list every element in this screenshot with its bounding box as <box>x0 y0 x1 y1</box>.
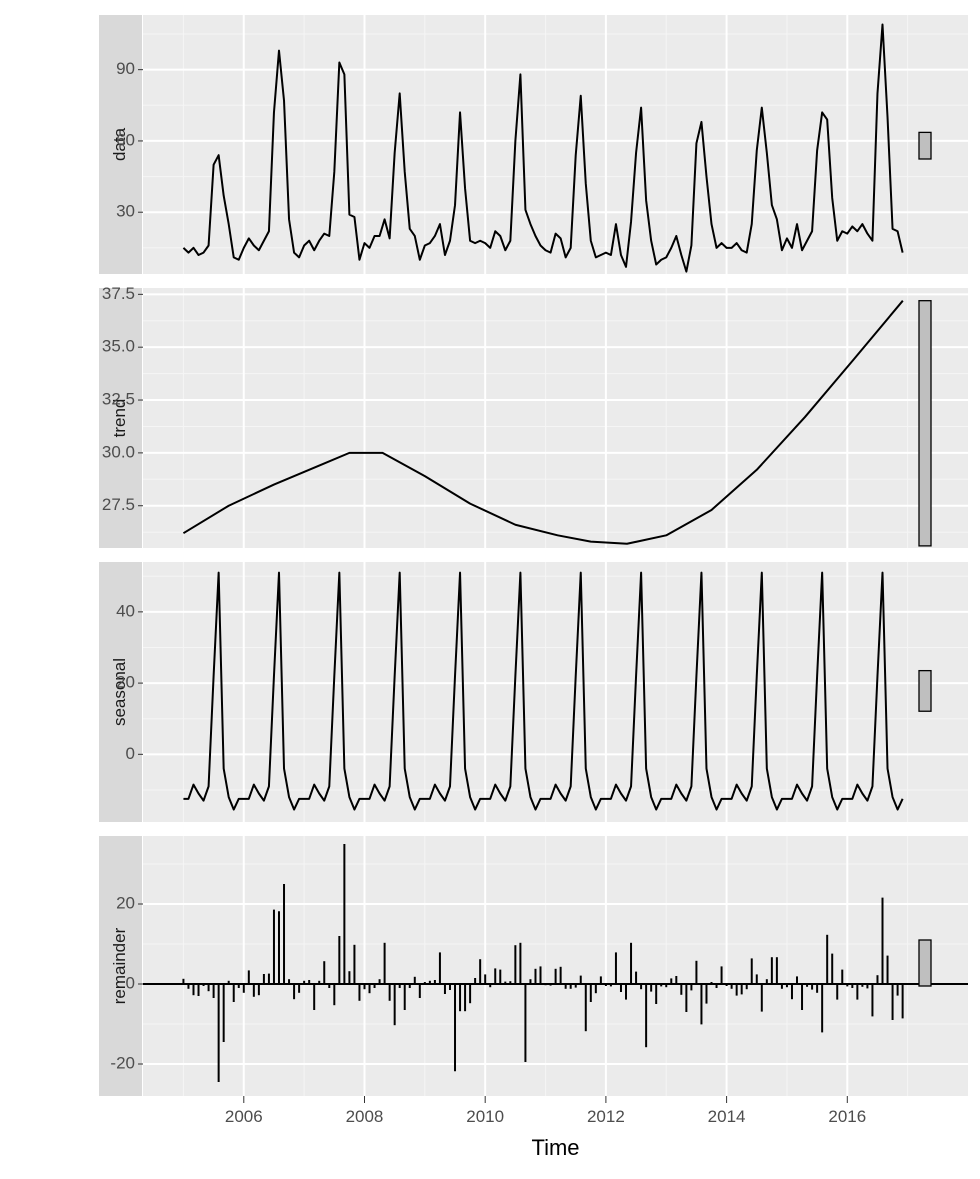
strip-label-trend: trend <box>110 399 129 438</box>
strip-data <box>99 15 142 274</box>
x-tick-label: 2006 <box>225 1107 263 1126</box>
y-tick-label-remainder: 0 <box>126 973 135 992</box>
y-tick-label-data: 30 <box>116 202 135 221</box>
range-bar-data <box>918 131 932 160</box>
y-tick-label-seasonal: 20 <box>116 673 135 692</box>
x-tick-label: 2010 <box>466 1107 504 1126</box>
y-tick-label-seasonal: 0 <box>126 744 135 763</box>
panel-background-trend <box>143 288 968 548</box>
strip-trend <box>99 288 142 548</box>
series-line-trend <box>182 300 904 545</box>
x-axis-title: Time <box>531 1135 579 1160</box>
strip-remainder <box>99 836 142 1096</box>
y-tick-label-remainder: 20 <box>116 893 135 912</box>
y-tick-label-remainder: -20 <box>110 1053 135 1072</box>
x-tick-label: 2012 <box>587 1107 625 1126</box>
panel-background-seasonal <box>143 562 968 822</box>
x-tick-label: 2014 <box>708 1107 746 1126</box>
strip-label-remainder: remainder <box>110 927 129 1004</box>
y-tick-label-trend: 27.5 <box>102 495 135 514</box>
y-tick-label-data: 60 <box>116 130 135 149</box>
y-tick-label-trend: 35.0 <box>102 337 135 356</box>
x-tick-label: 2008 <box>346 1107 384 1126</box>
y-tick-label-data: 90 <box>116 59 135 78</box>
strip-label-seasonal: seasonal <box>110 658 129 726</box>
y-tick-label-seasonal: 40 <box>116 601 135 620</box>
panel-background-remainder <box>143 836 968 1096</box>
y-tick-label-trend: 37.5 <box>102 284 135 303</box>
range-bar-remainder <box>918 939 932 987</box>
range-bar-trend <box>918 300 932 547</box>
series-line-data <box>182 23 904 273</box>
x-tick-label: 2016 <box>828 1107 866 1126</box>
strip-seasonal <box>99 562 142 822</box>
series-line-seasonal <box>183 571 904 811</box>
range-bar-seasonal <box>918 669 932 712</box>
y-tick-label-trend: 32.5 <box>102 390 135 409</box>
y-tick-label-trend: 30.0 <box>102 442 135 461</box>
strip-label-data: data <box>110 127 129 161</box>
